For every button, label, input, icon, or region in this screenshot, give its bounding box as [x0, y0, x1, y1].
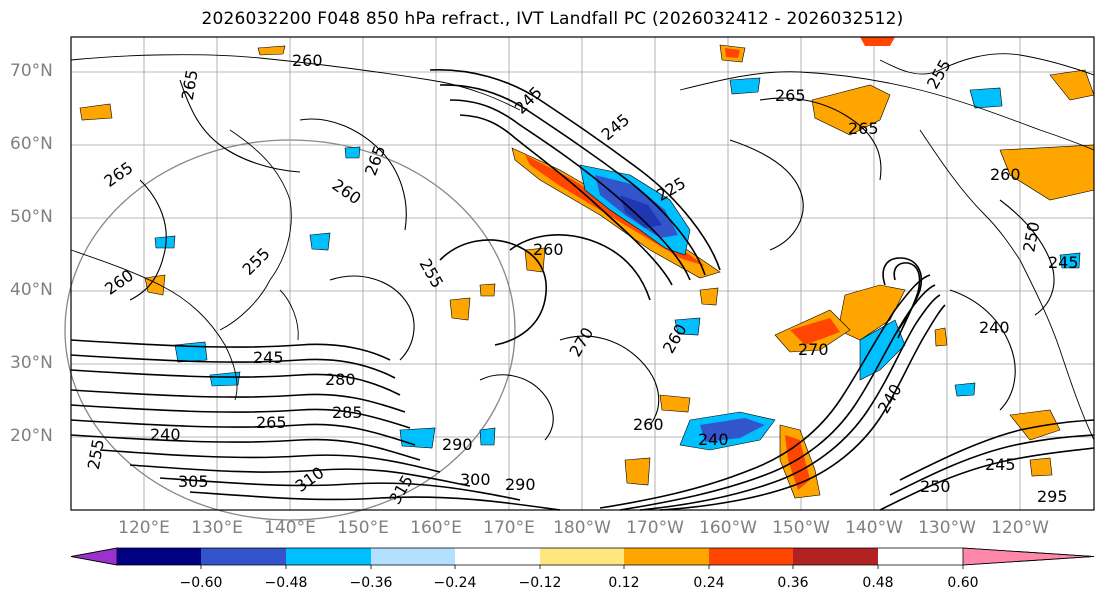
contour-label: 240: [979, 318, 1010, 337]
lat-label: 30°N: [10, 353, 53, 373]
contour-label: 245: [985, 455, 1016, 474]
contour-label: 260: [533, 240, 564, 259]
colorbar: [70, 547, 1095, 569]
colorbar-swatch: [286, 548, 371, 565]
lon-label: 120°W: [991, 518, 1049, 538]
contour-label: 240: [698, 430, 729, 449]
landfall-circle: [64, 139, 516, 521]
contour-label: 280: [325, 370, 356, 389]
map-title: 2026032200 F048 850 hPa refract., IVT La…: [201, 9, 904, 29]
contour-label: 290: [505, 475, 536, 494]
lat-label: 70°N: [10, 61, 53, 81]
colorbar-swatch: [201, 548, 286, 565]
colorbar-tick-label: 0.12: [608, 575, 640, 591]
lon-label: 160°E: [410, 518, 462, 538]
contour-label: 240: [150, 425, 181, 444]
lat-label: 40°N: [10, 280, 53, 300]
coastlines: [70, 53, 1095, 441]
contour-label: 300: [460, 470, 491, 489]
colorbar-tick-label: 0.48: [862, 575, 894, 591]
colorbar-swatch: [793, 548, 878, 565]
lon-label: 140°W: [845, 518, 903, 538]
lon-label: 140°E: [264, 518, 316, 538]
colorbar-swatch: [624, 548, 709, 565]
lon-label: 130°W: [918, 518, 976, 538]
contour-label: 285: [332, 403, 363, 422]
ivt-contours: [70, 68, 1095, 511]
colorbar-tick-label: 0.60: [947, 575, 979, 591]
lon-label: 170°W: [626, 518, 684, 538]
contour-label: 270: [798, 340, 829, 359]
colorbar-outline: [70, 547, 1095, 566]
contour-label: 260: [990, 165, 1021, 184]
lat-label: 60°N: [10, 134, 53, 154]
colorbar-swatch: [709, 548, 793, 565]
colorbar-tick-label: −0.36: [349, 575, 393, 591]
colorbar-tick-label: 0.36: [777, 575, 809, 591]
lon-label: 150°E: [337, 518, 389, 538]
contour-label: 290: [442, 435, 473, 454]
lon-label: 160°W: [699, 518, 757, 538]
contour-label: 260: [633, 415, 664, 434]
contour-label: 305: [178, 472, 209, 491]
lat-label: 20°N: [10, 426, 53, 446]
contour-label: 260: [292, 51, 323, 70]
graticule: [71, 37, 1094, 510]
thin-contours: [129, 79, 1055, 441]
colorbar-tick-label: −0.24: [433, 575, 477, 591]
contour-label: 265: [848, 119, 879, 138]
lon-label: 150°W: [772, 518, 830, 538]
contour-label: 295: [1037, 487, 1068, 506]
contour-label: 245: [253, 348, 284, 367]
colorbar-tick-label: −0.60: [179, 575, 223, 591]
contour-label: 250: [920, 477, 951, 496]
negative-anomalies: [154, 77, 1081, 451]
colorbar-swatch: [540, 548, 624, 565]
lon-label: 120°E: [118, 518, 170, 538]
colorbar-swatch: [371, 548, 455, 565]
colorbar-swatch: [117, 548, 201, 565]
colorbar-tick-label: −0.12: [518, 575, 562, 591]
colorbar-extend-min: [70, 547, 118, 566]
contour-label: 245: [1048, 253, 1079, 272]
lon-label: 180°W: [553, 518, 611, 538]
map-frame: [70, 36, 1095, 511]
colorbar-extend-max: [962, 547, 1095, 566]
lat-label: 50°N: [10, 207, 53, 227]
contour-label: 265: [256, 413, 287, 432]
colorbar-tick-label: 0.24: [693, 575, 725, 591]
lon-label: 130°E: [191, 518, 243, 538]
contour-label: 265: [775, 86, 806, 105]
colorbar-tick-label: −0.48: [264, 575, 308, 591]
lon-label: 170°E: [483, 518, 535, 538]
colorbar-swatch: [455, 548, 540, 565]
